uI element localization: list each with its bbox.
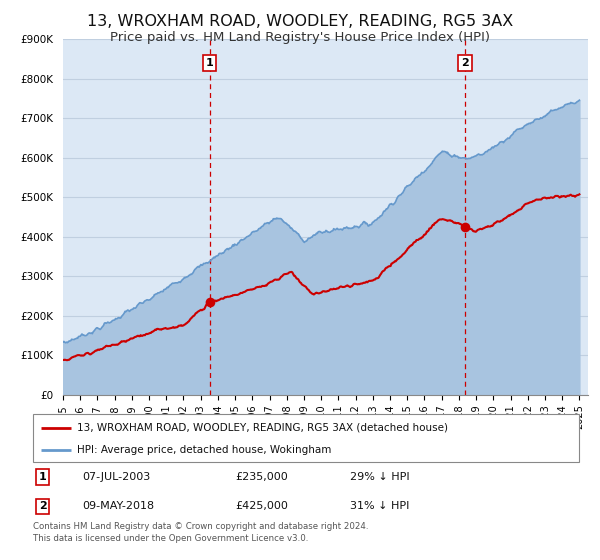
Text: 1: 1	[39, 472, 47, 482]
Text: 2: 2	[461, 58, 469, 68]
Text: Price paid vs. HM Land Registry's House Price Index (HPI): Price paid vs. HM Land Registry's House …	[110, 31, 490, 44]
Text: 1: 1	[206, 58, 214, 68]
FancyBboxPatch shape	[33, 414, 579, 462]
Text: 07-JUL-2003: 07-JUL-2003	[82, 472, 151, 482]
Text: £425,000: £425,000	[235, 501, 288, 511]
Text: HPI: Average price, detached house, Wokingham: HPI: Average price, detached house, Woki…	[77, 445, 331, 455]
Text: Contains HM Land Registry data © Crown copyright and database right 2024.
This d: Contains HM Land Registry data © Crown c…	[33, 522, 368, 543]
Text: 13, WROXHAM ROAD, WOODLEY, READING, RG5 3AX: 13, WROXHAM ROAD, WOODLEY, READING, RG5 …	[87, 14, 513, 29]
Text: 09-MAY-2018: 09-MAY-2018	[82, 501, 154, 511]
Text: 2: 2	[39, 501, 47, 511]
Text: 13, WROXHAM ROAD, WOODLEY, READING, RG5 3AX (detached house): 13, WROXHAM ROAD, WOODLEY, READING, RG5 …	[77, 423, 448, 433]
Text: 29% ↓ HPI: 29% ↓ HPI	[350, 472, 409, 482]
Text: £235,000: £235,000	[235, 472, 288, 482]
Text: 31% ↓ HPI: 31% ↓ HPI	[350, 501, 409, 511]
